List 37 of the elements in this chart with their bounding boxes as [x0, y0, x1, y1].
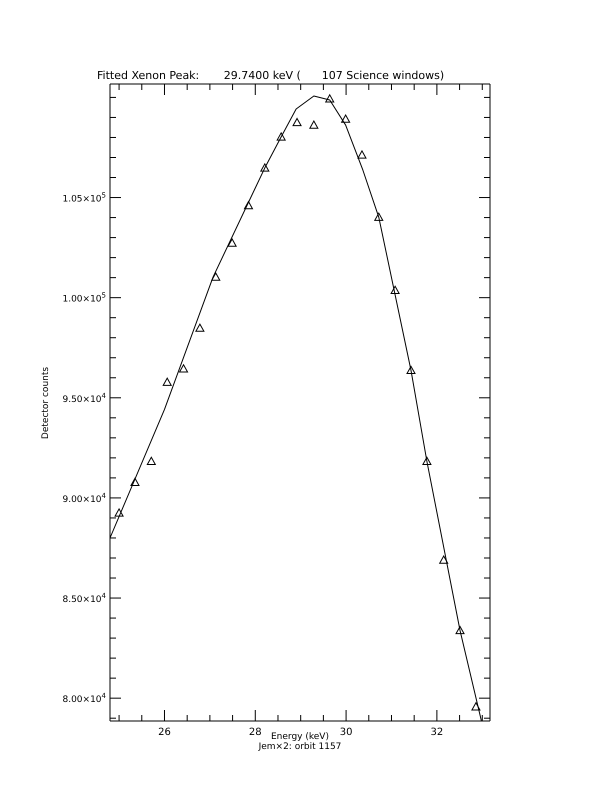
point	[162, 378, 172, 386]
point	[228, 238, 237, 247]
point	[244, 201, 253, 210]
point	[292, 118, 302, 126]
y-tick-label: 9.50×10$^{4}$	[62, 392, 107, 405]
x-tick-label: 26	[158, 727, 171, 738]
x-tick-label: 30	[340, 727, 352, 738]
point	[471, 702, 480, 710]
point	[406, 366, 416, 374]
point	[357, 150, 366, 159]
point	[309, 120, 318, 129]
point	[179, 364, 188, 372]
point	[195, 324, 204, 332]
y-tick-label: 1.00×10$^{5}$	[62, 292, 106, 305]
point	[374, 212, 384, 221]
y-tick-label: 9.00×10$^{4}$	[62, 492, 107, 505]
point	[325, 94, 334, 103]
y-tick-label: 8.00×10$^{4}$	[62, 692, 107, 706]
point	[114, 508, 124, 517]
point	[390, 286, 400, 294]
point	[211, 272, 220, 281]
chart-title: Fitted Xenon Peak: 29.7400 keV ( 107 Science windows)	[97, 69, 444, 82]
y-axis-title: Detector counts	[41, 366, 51, 442]
point	[276, 132, 286, 141]
point	[146, 456, 156, 465]
point	[456, 626, 465, 634]
point	[260, 163, 270, 172]
point	[439, 556, 448, 564]
point	[341, 114, 350, 123]
x-tick-label: 32	[430, 727, 444, 738]
text: Jem×2: orbit 1157	[257, 742, 342, 752]
x-tick-label: 28	[248, 727, 262, 738]
x-axis-title: Energy (keV)	[271, 732, 329, 742]
point	[130, 478, 140, 486]
y-tick-label: 8.50×10$^{4}$	[62, 592, 107, 606]
point	[422, 456, 432, 465]
y-tick-label: 1.05×10$^{5}$	[62, 192, 106, 205]
